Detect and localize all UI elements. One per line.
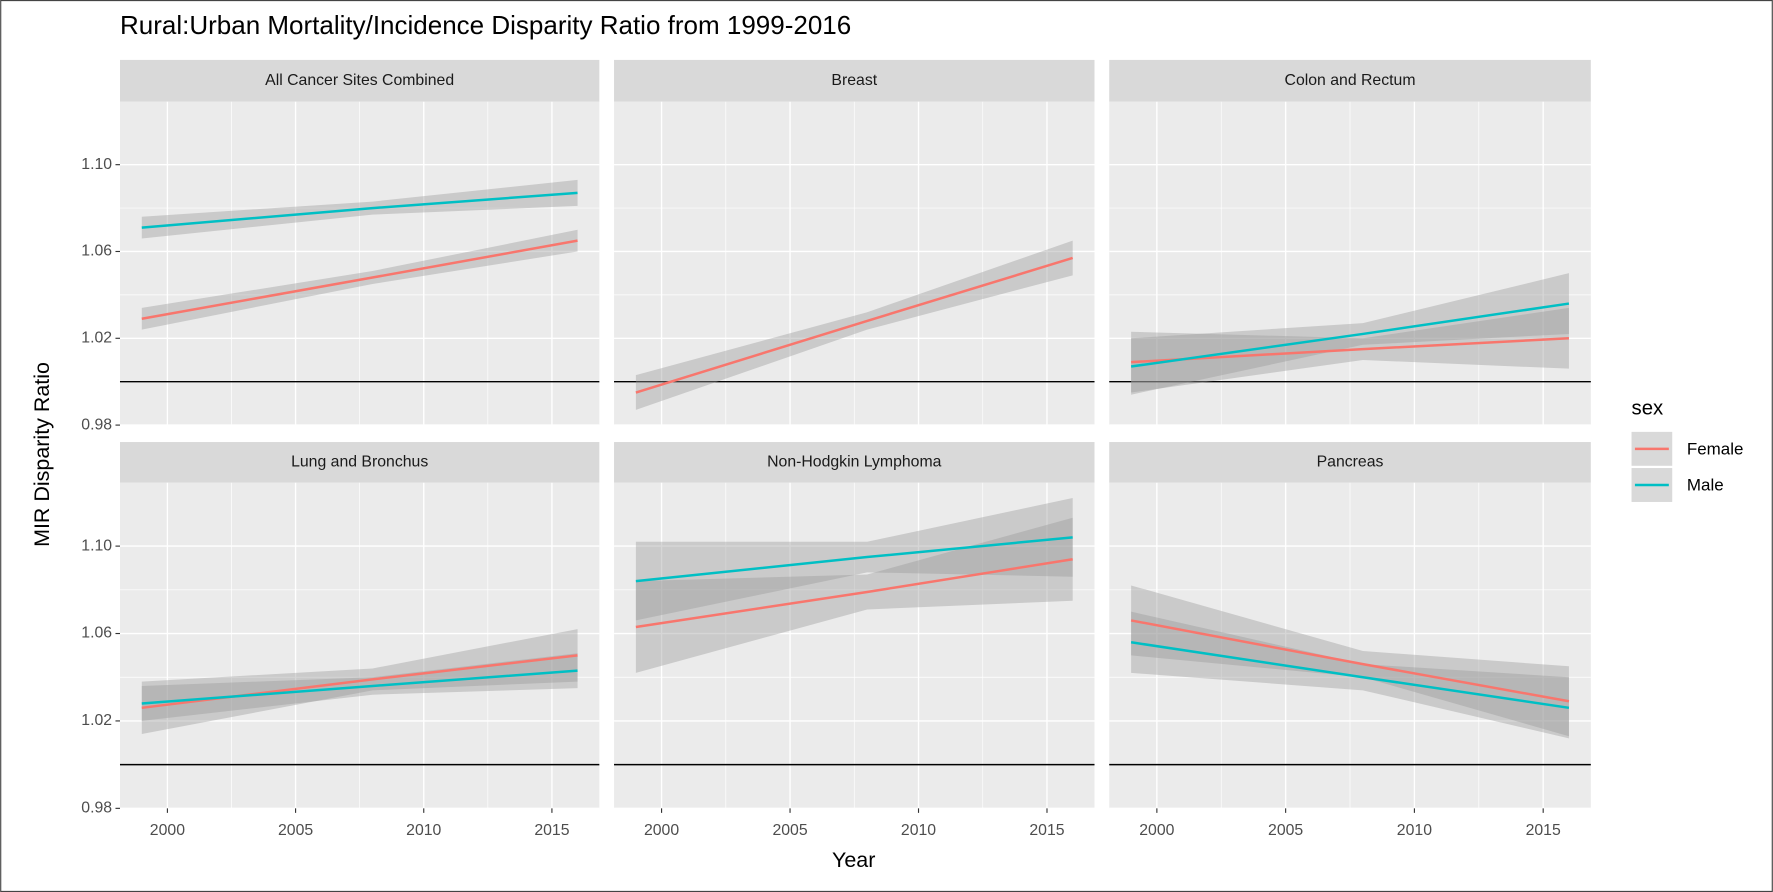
x-tick-label: 2010 (406, 822, 441, 839)
trend-line (635, 536, 1073, 583)
legend-label: Female (1687, 439, 1743, 458)
trend-line (635, 256, 1074, 394)
x-tick-label: 2005 (278, 822, 313, 839)
y-axis-label: MIR Disparity Ratio (30, 362, 54, 547)
strip (614, 442, 1095, 483)
x-axis-label: Year (832, 848, 875, 872)
strip-label: Non-Hodgkin Lymphoma (767, 454, 942, 471)
trend-line (141, 191, 578, 229)
strip (1109, 59, 1591, 102)
y-tick-label: 1.06 (81, 625, 112, 642)
y-tick-label: 1.10 (81, 156, 112, 173)
x-tick-label: 2000 (1139, 822, 1174, 839)
x-tick-label: 2015 (1029, 822, 1064, 839)
x-tick-label: 2010 (1397, 822, 1432, 839)
x-tick-label: 2015 (534, 822, 569, 839)
strip-label: Colon and Rectum (1285, 72, 1416, 89)
y-tick-label: 0.98 (81, 416, 112, 433)
strip-label: Breast (831, 72, 877, 89)
x-tick-label: 2000 (644, 822, 679, 839)
strip-label: Lung and Bronchus (291, 454, 428, 471)
y-tick-label: 1.02 (81, 329, 112, 346)
legend-title: sex (1632, 398, 1664, 420)
y-tick-label: 0.98 (81, 800, 112, 817)
strip-label: All Cancer Sites Combined (265, 72, 454, 89)
confidence-band (1131, 273, 1569, 395)
y-tick-label: 1.02 (81, 712, 112, 729)
trend-line (1130, 641, 1570, 710)
strip (119, 442, 600, 483)
x-tick-label: 2005 (1268, 822, 1303, 839)
trend-line (1130, 619, 1570, 703)
strip (1109, 442, 1591, 483)
chart-title: Rural:Urban Mortality/Incidence Disparit… (120, 10, 851, 40)
trend-line (141, 239, 578, 320)
x-tick-label: 2010 (901, 822, 936, 839)
trend-line (1131, 337, 1570, 364)
y-tick-label: 1.06 (81, 243, 112, 260)
y-tick-label: 1.10 (81, 537, 112, 554)
trend-line (1130, 302, 1570, 368)
confidence-band (635, 517, 1073, 673)
strip-label: Pancreas (1317, 454, 1384, 471)
x-tick-label: 2015 (1526, 822, 1561, 839)
trend-line (141, 669, 578, 705)
trend-line (635, 557, 1073, 629)
legend-label: Male (1687, 476, 1724, 495)
x-tick-label: 2005 (772, 822, 807, 839)
strip (119, 59, 600, 102)
x-tick-label: 2000 (150, 822, 185, 839)
strip (614, 59, 1095, 102)
